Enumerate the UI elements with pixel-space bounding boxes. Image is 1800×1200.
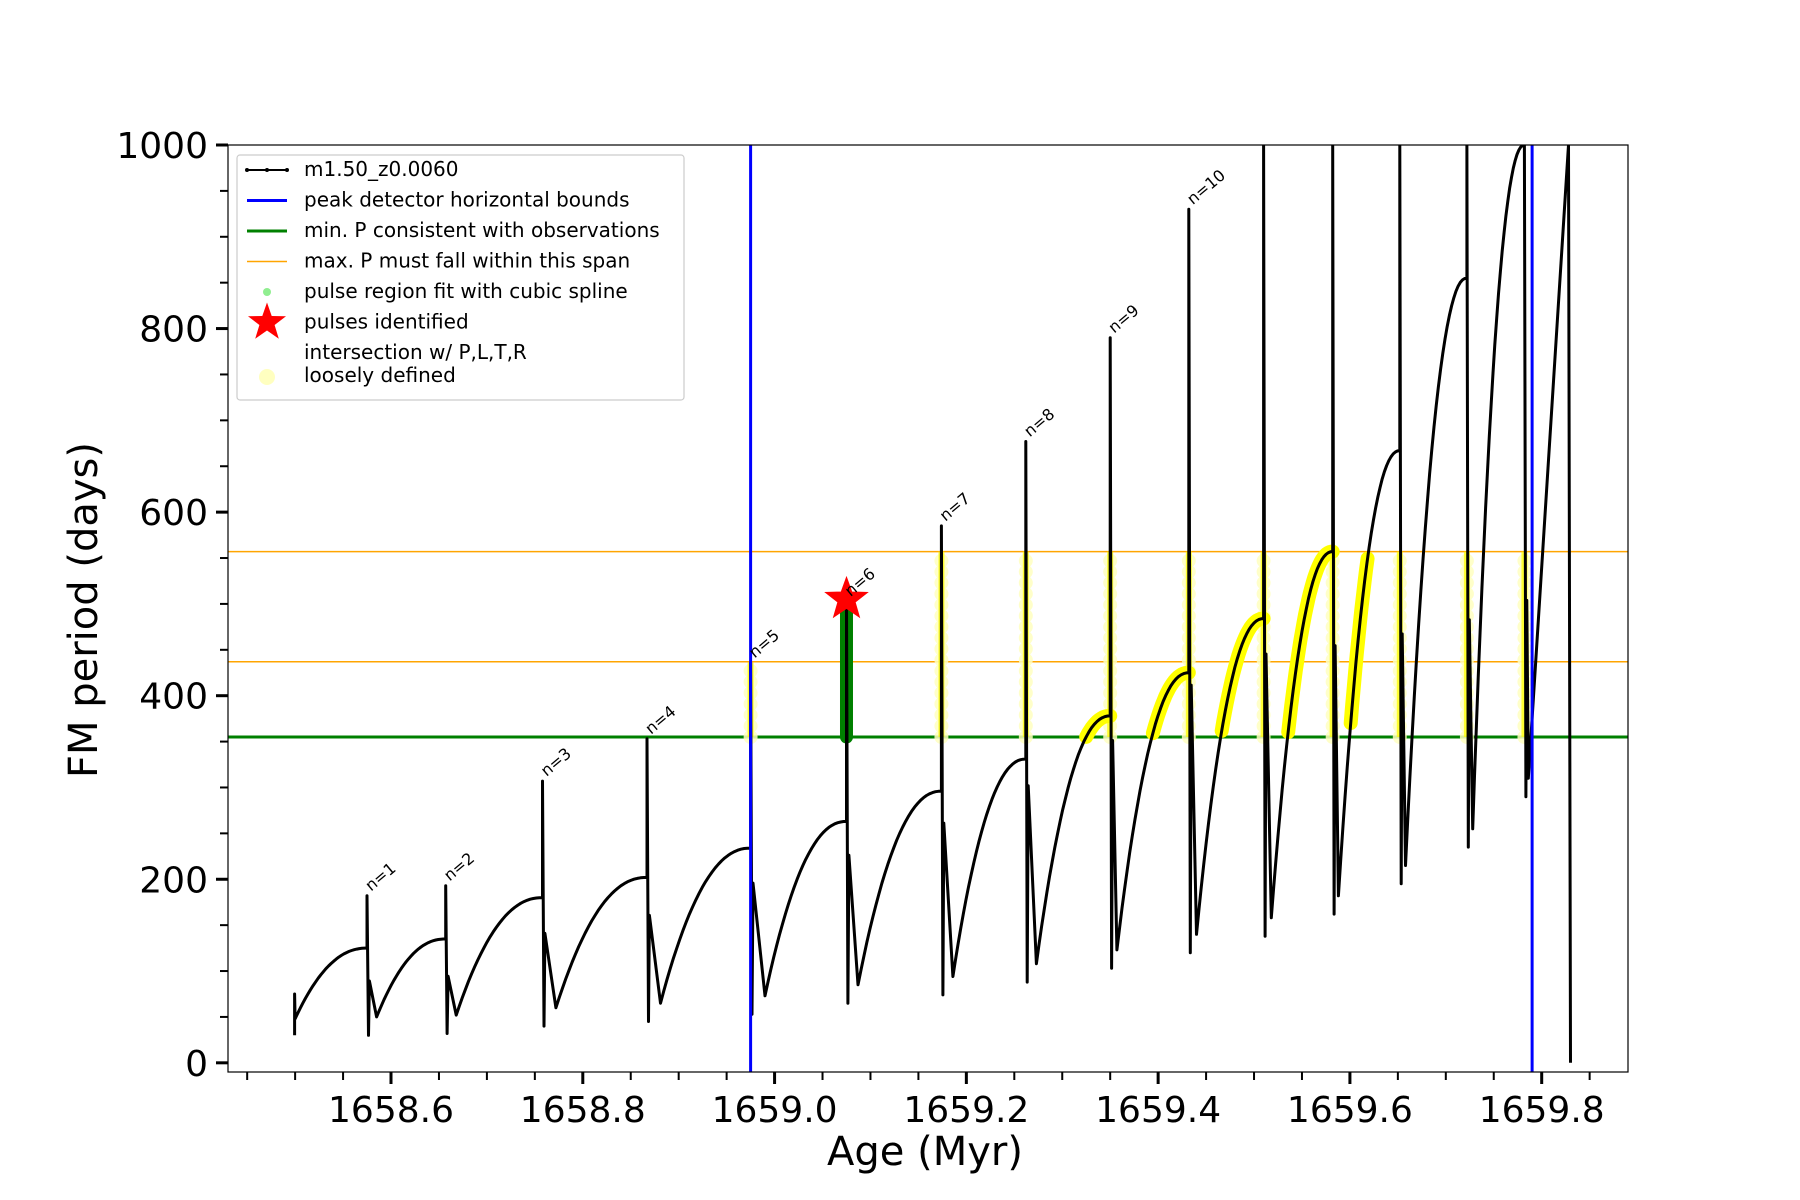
legend-label: pulses identified — [304, 310, 469, 334]
plot-frame — [227, 144, 1629, 1073]
legend-box — [236, 154, 685, 401]
legend-label: max. P must fall within this span — [304, 249, 630, 273]
legend-label: peak detector horizontal bounds — [304, 188, 630, 212]
x-tick-label: 1658.8 — [520, 1090, 646, 1131]
legend-swatch-star — [248, 302, 286, 339]
legend-swatch-loose — [259, 369, 275, 385]
legend-swatch-dot — [285, 168, 289, 172]
x-tick-label: 1659.8 — [1479, 1090, 1605, 1131]
period-track — [293, 145, 1572, 1063]
x-tick-label: 1659.2 — [903, 1090, 1029, 1131]
pulses-identified-markers — [824, 575, 869, 619]
legend-swatch-dot — [265, 168, 269, 172]
legend-swatch-dot — [245, 168, 249, 172]
y-tick-label: 200 — [139, 860, 208, 901]
legend-label: pulse region fit with cubic spline — [304, 279, 628, 303]
x-tick-label: 1659.4 — [1095, 1090, 1221, 1131]
y-tick-label: 400 — [139, 677, 208, 718]
x-tick-label: 1658.6 — [328, 1090, 454, 1131]
x-axis: 1658.6 1658.8 1659.0 1659.2 1659.4 1659.6 1659… — [246, 1072, 1605, 1131]
y-tick-label: 800 — [139, 310, 208, 351]
legend-label: m1.50_z0.0060 — [304, 157, 459, 181]
x-tick-label: 1659.0 — [712, 1090, 838, 1131]
pulse-star — [824, 575, 869, 619]
track-line — [293, 145, 1572, 1063]
legend-swatch-spline — [263, 288, 271, 296]
y-axis-label: FM period (days) — [61, 442, 107, 778]
legend-label: loosely defined — [304, 363, 456, 387]
x-axis-label: Age (Myr) — [827, 1129, 1023, 1175]
y-axis: 0 200 400 600 800 1000 — [116, 126, 228, 1085]
legend-label: min. P consistent with observations — [304, 218, 660, 242]
x-tick-label: 1659.6 — [1287, 1090, 1413, 1131]
vertical-bounds — [749, 145, 1534, 1072]
plot-area — [228, 145, 1628, 1072]
y-tick-label: 600 — [139, 493, 208, 534]
legend-label: intersection w/ P,L,T,R — [304, 340, 527, 364]
y-tick-label: 0 — [185, 1044, 208, 1085]
y-tick-label: 1000 — [116, 126, 208, 167]
